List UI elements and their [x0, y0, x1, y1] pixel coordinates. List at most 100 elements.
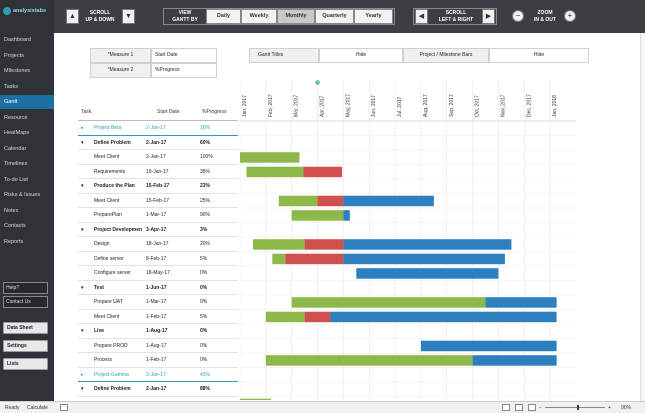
contact-us-link[interactable]: Contact Us — [3, 296, 48, 308]
sidebar-item-reports[interactable]: Reports — [4, 238, 24, 245]
scroll-down-button[interactable]: ▼ — [122, 9, 135, 24]
zoom-slider[interactable] — [545, 407, 605, 408]
lists-button[interactable]: Lists — [3, 358, 48, 370]
month-label: Feb, 2017 — [268, 94, 274, 117]
expand-icon[interactable]: ▸ — [81, 125, 84, 131]
task-name: Define Problem — [94, 139, 131, 146]
task-row[interactable]: Configure server 18-May-17 0% — [78, 266, 238, 281]
collapse-icon[interactable]: ▾ — [81, 386, 84, 392]
sidebar-item-heatmaps[interactable]: HeatMaps — [4, 130, 30, 136]
sidebar-item-contacts[interactable]: Contacts — [4, 223, 26, 229]
task-name: Requirements — [94, 168, 126, 175]
group-row[interactable]: ▾ Test 1-Jun-17 0% — [78, 281, 238, 295]
group-row[interactable]: ▾ Produce the Plan 15-Feb-17 23% — [78, 179, 238, 194]
sidebar-item-risks-issues[interactable]: Risks & Issues — [4, 192, 41, 198]
settings-button[interactable]: Settings — [3, 340, 48, 352]
progress: 23% — [200, 183, 211, 189]
header-start-date: Start Date — [157, 109, 180, 115]
task-name: Design — [94, 241, 110, 247]
project-row[interactable]: ▸ Project Gamma 2-Jan-17 43% — [78, 368, 238, 382]
group-row[interactable]: ▾ Project Development 3-Apr-17 3% — [78, 223, 238, 237]
page-layout-icon[interactable] — [515, 404, 523, 411]
bars-select[interactable]: Hide — [489, 48, 589, 63]
sidebar-item-gantt[interactable]: Gantt — [0, 95, 54, 109]
gantt-bar-plan — [343, 195, 434, 207]
progress: 0% — [200, 342, 208, 349]
measure1-label: *Measure 1 — [90, 48, 151, 63]
scroll-right-button[interactable]: ▶ — [482, 9, 495, 24]
start-date: 10-Jan-17 — [146, 168, 169, 175]
task-row[interactable]: Meet Client 2-Jan-17 100% — [78, 150, 238, 165]
sidebar-item-projects[interactable]: Projects — [4, 52, 24, 59]
progress: 90% — [200, 212, 211, 218]
task-row[interactable]: Meet Client 15-Feb-17 25% — [78, 194, 238, 208]
view-weekly-button[interactable]: Weekly — [241, 9, 277, 24]
progress: 0% — [200, 328, 208, 334]
sidebar-item-calendar[interactable]: Calendar — [4, 145, 27, 152]
view-quarterly-button[interactable]: Quarterly — [315, 9, 354, 24]
progress: 0% — [200, 270, 208, 276]
collapse-icon[interactable]: ▾ — [81, 183, 84, 189]
scroll-up-button[interactable]: ▲ — [66, 9, 79, 24]
view-gantt-label: VIEW GANTT BY — [172, 10, 198, 23]
normal-view-icon[interactable] — [502, 404, 510, 411]
progress: 43% — [200, 371, 211, 378]
sidebar-item-to-do-list[interactable]: To-do List — [4, 176, 28, 183]
view-daily-button[interactable]: Daily — [206, 9, 241, 24]
task-row[interactable]: Prepare PROD 1-Aug-17 0% — [78, 339, 238, 353]
task-row[interactable]: Meet Client 1-Feb-17 5% — [78, 310, 238, 324]
task-row[interactable]: Prepare UAT 1-Mar-17 0% — [78, 295, 238, 310]
task-row[interactable]: Requirements 10-Jan-17 35% — [78, 165, 238, 179]
scroll-left-button[interactable]: ◀ — [415, 9, 428, 24]
progress: 25% — [200, 197, 211, 204]
group-row[interactable]: ▾ Live 1-Aug-17 0% — [78, 324, 238, 339]
collapse-icon[interactable]: ▾ — [81, 328, 84, 334]
help-link[interactable]: Help? — [3, 282, 48, 294]
zoom-slider-handle[interactable] — [577, 405, 579, 410]
sidebar-item-dashboard[interactable]: Dashboard — [4, 37, 31, 43]
task-row[interactable]: Design 18-Jan-17 20% — [78, 237, 238, 252]
sidebar-item-milestones[interactable]: Milestones — [4, 68, 31, 74]
macro-record-icon[interactable] — [60, 404, 68, 411]
gantt-bar-done — [252, 239, 305, 250]
sidebar-item-tasks[interactable]: Tasks — [4, 83, 19, 90]
gantt-bar-done — [240, 152, 300, 163]
group-row[interactable]: ▾ Define Problem 2-Jan-17 60% — [78, 136, 238, 150]
start-date: 3-Apr-17 — [146, 226, 167, 233]
project-row[interactable]: ▸ Project Beta 2-Jan-17 16% — [78, 121, 238, 136]
zoom-in-icon[interactable]: + — [608, 405, 611, 411]
view-yearly-button[interactable]: Yearly — [354, 9, 393, 24]
task-row[interactable]: Process 1-Feb-17 0% — [78, 353, 238, 368]
task-name: Meet Client — [94, 197, 120, 204]
measure2-select[interactable]: %Progress — [151, 63, 217, 78]
sidebar-item-resource[interactable]: Resource — [4, 114, 28, 121]
view-monthly-button[interactable]: Monthly — [277, 9, 315, 24]
month-label: Nov, 2017 — [500, 94, 506, 117]
gantt-bar-late — [303, 166, 343, 178]
zoom-out-button[interactable]: − — [512, 10, 524, 22]
progress: 0% — [200, 357, 208, 363]
expand-icon[interactable]: ▸ — [81, 371, 84, 378]
start-date: 1-Jun-17 — [146, 284, 167, 291]
task-name: Produce the Plan — [94, 183, 135, 189]
month-label: Mar, 2017 — [294, 95, 300, 117]
zoom-in-button[interactable]: + — [564, 10, 576, 22]
measure1-select[interactable]: Start Date — [151, 48, 217, 63]
task-name: Prepare PROD — [94, 342, 128, 349]
sidebar-item-timelines[interactable]: Timelines — [4, 161, 28, 167]
task-row[interactable]: Define server 8-Feb-17 5% — [78, 252, 238, 266]
status-calculate[interactable]: Calculate — [27, 405, 48, 411]
sidebar-item-notes[interactable]: Notes — [4, 207, 19, 214]
start-date: 2-Jan-17 — [146, 154, 166, 160]
data-sheet-button[interactable]: Data Sheet — [3, 322, 48, 334]
collapse-icon[interactable]: ▾ — [81, 139, 84, 146]
collapse-icon[interactable]: ▾ — [81, 284, 84, 291]
task-row[interactable]: PreparePlan 1-Mar-17 90% — [78, 208, 238, 223]
task-table-header: Task Start Date %Progress — [78, 105, 238, 121]
gantt-titles-select[interactable]: Hide — [319, 48, 403, 63]
collapse-icon[interactable]: ▾ — [81, 226, 84, 233]
group-row[interactable]: ▾ Define Problem 2-Jan-17 88% — [78, 382, 238, 397]
zoom-out-icon[interactable]: − — [539, 405, 542, 411]
scroll-lr-group — [413, 8, 497, 25]
page-break-icon[interactable] — [528, 404, 536, 411]
